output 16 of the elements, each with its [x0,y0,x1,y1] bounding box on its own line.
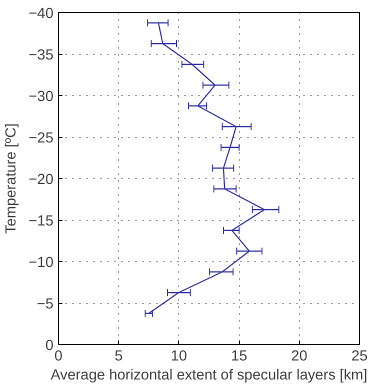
x-axis-title: Average horizontal extent of specular layers [km] [50,368,368,384]
y-axis-title: Temperature [ºC] [4,123,20,234]
y-tick-label: 0 [45,338,54,354]
y-tick-label: −25 [28,130,54,146]
x-tick-label: 20 [291,348,308,364]
y-tick-label: −20 [28,172,54,188]
x-tick-label: 5 [114,348,123,364]
x-tick-label: 25 [351,348,368,364]
y-tick-label: −35 [28,48,54,64]
y-tick-label: −30 [28,89,54,105]
y-tick-label: −10 [28,255,54,271]
y-tick-label: −5 [36,296,54,312]
y-tick-label: −40 [28,6,54,22]
y-tick-label: −15 [28,214,54,230]
x-tick-label: 10 [170,348,188,364]
x-tick-label: 15 [230,348,248,364]
